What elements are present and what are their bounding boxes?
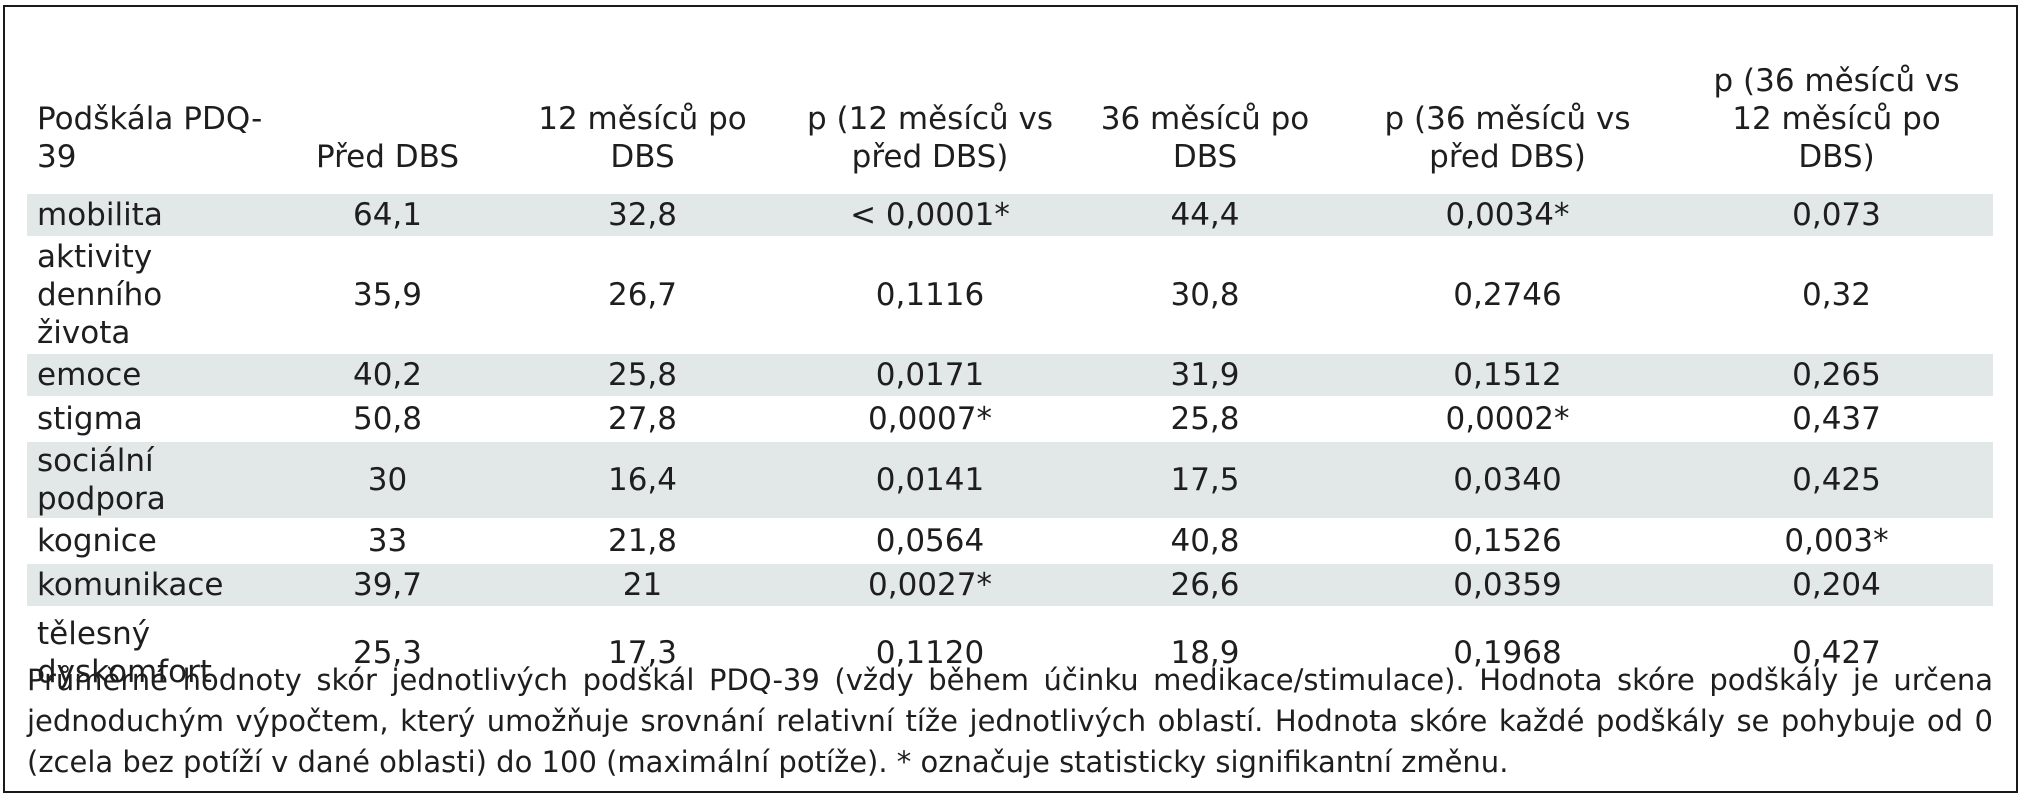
cell-p-36-vs-12: 0,437 [1792, 401, 1881, 437]
cell-before-dbs: 35,9 [352, 277, 423, 313]
cell-p-36-vs-before: 0,0340 [1453, 462, 1562, 498]
cell-subscale: tělesný dyskomfort [37, 615, 212, 690]
cell-p-12-vs-before: 0,0564 [875, 523, 985, 559]
cell-12-months: 27,8 [607, 401, 678, 437]
header-12-months: 12 měsíců po DBS [538, 101, 747, 175]
cell-36-months: 26,6 [1170, 567, 1240, 603]
cell-p-12-vs-before: < 0,0001* [850, 197, 1010, 233]
cell-12-months: 21 [622, 567, 663, 603]
cell-p-12-vs-before: 0,0171 [875, 357, 985, 393]
cell-p-36-vs-before: 0,1512 [1453, 357, 1562, 393]
cell-before-dbs: 33 [367, 523, 408, 559]
cell-before-dbs: 39,7 [352, 567, 423, 603]
header-before-dbs: Před DBS [315, 139, 460, 175]
table-row: kognice 33 21,8 0,0564 40,8 0,1526 0,003… [27, 519, 1993, 563]
table-row: aktivity denního života 35,9 26,7 0,1116… [27, 237, 1993, 353]
cell-36-months: 31,9 [1170, 357, 1240, 393]
header-36-months: 36 měsíců po DBS [1100, 101, 1310, 175]
cell-before-dbs: 25,3 [352, 634, 423, 671]
cell-12-months: 25,8 [607, 357, 678, 393]
cell-p-36-vs-before: 0,0359 [1453, 567, 1562, 603]
table-frame [3, 5, 2018, 793]
cell-p-36-vs-before: 0,1968 [1453, 634, 1562, 671]
cell-subscale: sociální podpora [37, 443, 166, 517]
cell-p-36-vs-12: 0,427 [1792, 634, 1881, 671]
cell-subscale: komunikace [37, 567, 224, 603]
cell-before-dbs: 30 [367, 462, 408, 498]
header-p-12-vs-before: p (12 měsíců vs před DBS) [806, 101, 1053, 175]
cell-p-36-vs-before: 0,1526 [1453, 523, 1562, 559]
cell-p-36-vs-before: 0,2746 [1453, 277, 1562, 313]
cell-p-12-vs-before: 0,1116 [875, 277, 985, 313]
cell-before-dbs: 40,2 [352, 357, 423, 393]
cell-36-months: 17,5 [1170, 462, 1240, 498]
cell-36-months: 18,9 [1170, 634, 1240, 671]
cell-12-months: 16,4 [607, 462, 678, 498]
cell-subscale: emoce [37, 357, 142, 393]
cell-36-months: 30,8 [1170, 277, 1240, 313]
cell-subscale: stigma [37, 401, 143, 437]
cell-p-12-vs-before: 0,0141 [875, 462, 985, 498]
header-row: Podškála PDQ-39 Před DBS 12 měsíců po DB… [27, 62, 1993, 193]
pdq39-table: Podškála PDQ-39 Před DBS 12 měsíců po DB… [27, 62, 1993, 697]
cell-subscale: kognice [37, 523, 157, 559]
table-caption: Průměrné hodnoty skór jednotlivých podšk… [27, 663, 1993, 779]
cell-p-36-vs-before: 0,0002* [1445, 401, 1570, 437]
cell-p-36-vs-12: 0,073 [1792, 197, 1881, 233]
cell-36-months: 40,8 [1170, 523, 1240, 559]
cell-36-months: 44,4 [1170, 197, 1240, 233]
cell-subscale: mobilita [37, 197, 163, 233]
cell-12-months: 32,8 [607, 197, 678, 233]
cell-before-dbs: 64,1 [352, 197, 423, 233]
cell-12-months: 26,7 [607, 277, 678, 313]
cell-p-36-vs-12: 0,32 [1801, 277, 1872, 313]
table-row: komunikace 39,7 21 0,0027* 26,6 0,0359 0… [27, 563, 1993, 607]
cell-p-36-vs-12: 0,204 [1792, 567, 1881, 603]
cell-p-12-vs-before: 0,1120 [875, 634, 985, 671]
table-row: sociální podpora 30 16,4 0,0141 17,5 0,0… [27, 441, 1993, 519]
cell-before-dbs: 50,8 [352, 401, 423, 437]
cell-12-months: 21,8 [607, 523, 678, 559]
table-row: mobilita 64,1 32,8 < 0,0001* 44,4 0,0034… [27, 193, 1993, 237]
table-row: stigma 50,8 27,8 0,0007* 25,8 0,0002* 0,… [27, 397, 1993, 441]
cell-p-36-vs-12: 0,265 [1792, 357, 1881, 393]
cell-p-36-vs-12: 0,425 [1792, 462, 1881, 498]
header-p-36-vs-before: p (36 měsíců vs před DBS) [1384, 101, 1631, 175]
table-row: emoce 40,2 25,8 0,0171 31,9 0,1512 0,265 [27, 353, 1993, 397]
cell-p-12-vs-before: 0,0027* [868, 567, 992, 603]
cell-12-months: 17,3 [607, 634, 678, 671]
cell-p-12-vs-before: 0,0007* [868, 401, 992, 437]
header-subscale: Podškála PDQ-39 [37, 101, 263, 175]
cell-subscale: aktivity denního života [37, 239, 163, 351]
table-row: tělesný dyskomfort 25,3 17,3 0,1120 18,9… [27, 607, 1993, 697]
cell-36-months: 25,8 [1170, 401, 1240, 437]
cell-p-36-vs-12: 0,003* [1784, 523, 1889, 559]
header-p-36-vs-12: p (36 měsíců vs 12 měsíců po DBS) [1713, 63, 1960, 175]
cell-p-36-vs-before: 0,0034* [1445, 197, 1570, 233]
